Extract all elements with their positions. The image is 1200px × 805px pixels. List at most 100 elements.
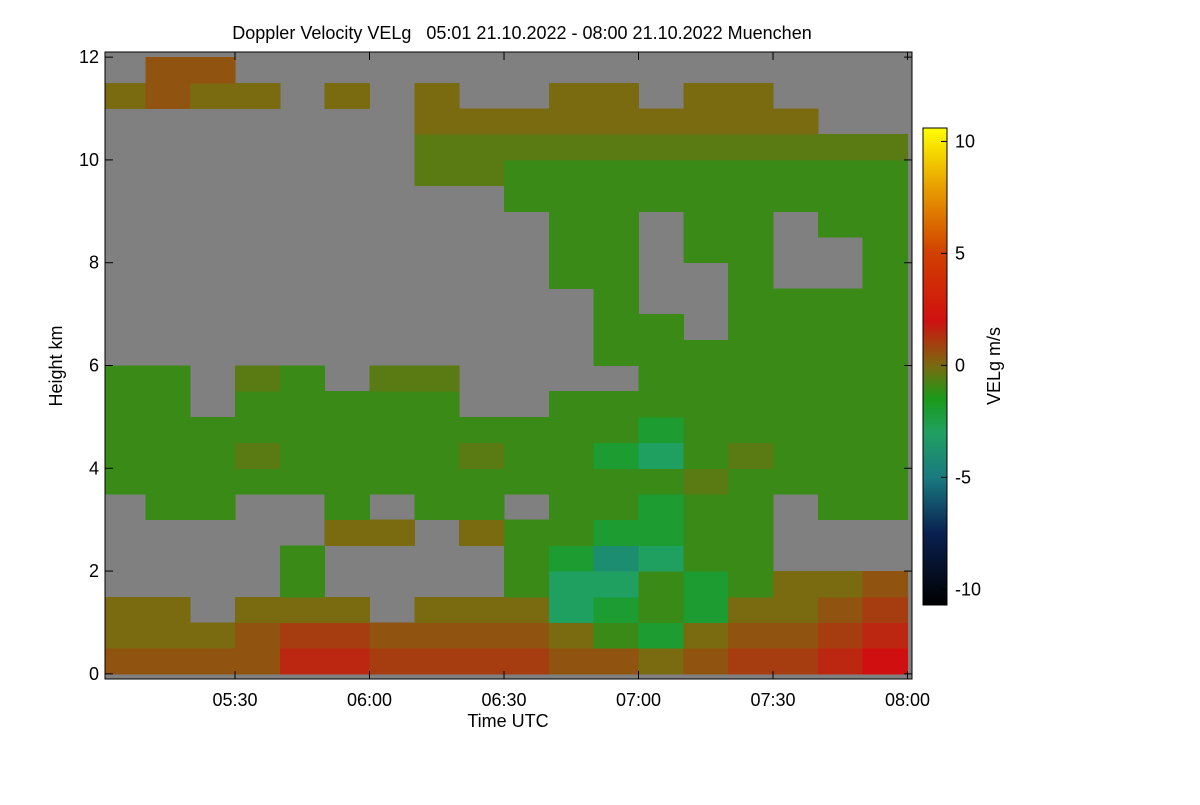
velocity-cell [459, 468, 505, 495]
velocity-cell [593, 391, 640, 418]
velocity-cell [235, 468, 281, 495]
colorbar-tick-label: 0 [955, 355, 965, 375]
y-axis-label: Height km [46, 325, 66, 406]
velocity-cell [638, 339, 684, 366]
velocity-cell [235, 365, 281, 392]
velocity-cell [683, 108, 729, 135]
velocity-cell [683, 648, 729, 675]
velocity-cell [593, 237, 640, 264]
velocity-cell [728, 262, 774, 289]
velocity-cell [773, 442, 819, 469]
velocity-cell [728, 596, 774, 623]
velocity-cell [817, 622, 864, 649]
velocity-cell [324, 391, 371, 418]
velocity-cell [105, 468, 146, 495]
velocity-cell [593, 314, 640, 341]
velocity-cell [773, 571, 819, 598]
velocity-cell [862, 571, 909, 598]
velocity-cell [369, 468, 415, 495]
velocity-cell [548, 545, 595, 572]
velocity-cell [459, 108, 505, 135]
velocity-cell [817, 468, 864, 495]
velocity-cell [105, 391, 146, 418]
velocity-cell [862, 596, 909, 623]
velocity-cell [773, 391, 819, 418]
velocity-cell [638, 545, 684, 572]
velocity-cell [548, 237, 595, 264]
velocity-cell [414, 596, 460, 623]
velocity-cell [145, 442, 191, 469]
velocity-cell [459, 416, 505, 444]
velocity-cell [683, 134, 729, 161]
velocity-cell [593, 211, 640, 238]
velocity-cell [862, 442, 909, 469]
velocity-cell [638, 571, 684, 598]
velocity-cell [504, 134, 550, 161]
velocity-cell [862, 211, 909, 238]
velocity-cell [593, 545, 640, 572]
velocity-cell [728, 108, 774, 135]
velocity-cell [548, 185, 595, 212]
velocity-cell [862, 314, 909, 341]
velocity-cell [862, 288, 909, 315]
velocity-cell [459, 134, 505, 161]
velocity-cell [324, 596, 371, 623]
velocity-cell [638, 108, 684, 135]
velocity-cell [414, 468, 460, 495]
velocity-cell [773, 159, 819, 187]
velocity-cell [773, 622, 819, 649]
velocity-cell [548, 108, 595, 135]
velocity-cell [459, 493, 505, 521]
velocity-cell [548, 159, 595, 187]
velocity-cell [773, 468, 819, 495]
velocity-cell [324, 622, 371, 649]
velocity-cell [638, 596, 684, 623]
x-tick-label: 06:30 [481, 690, 526, 710]
velocity-cell [145, 57, 191, 84]
velocity-cell [145, 596, 191, 623]
velocity-cell [279, 571, 326, 598]
velocity-cell [414, 108, 460, 135]
velocity-cell [593, 571, 640, 598]
velocity-cell [369, 622, 415, 649]
velocity-cell [773, 108, 819, 135]
velocity-cell [105, 82, 146, 110]
velocity-cell [548, 596, 595, 623]
velocity-cell [638, 416, 684, 444]
velocity-cell [279, 622, 326, 649]
velocity-cell [324, 493, 371, 521]
velocity-cell [593, 288, 640, 315]
velocity-cell [817, 288, 864, 315]
velocity-cell [459, 519, 505, 546]
velocity-cell [728, 82, 774, 110]
velocity-cell [593, 596, 640, 623]
velocity-cell [593, 442, 640, 469]
velocity-cell [728, 442, 774, 469]
velocity-cell [504, 185, 550, 212]
velocity-cell [459, 442, 505, 469]
velocity-cell [817, 159, 864, 187]
velocity-cell [683, 237, 729, 264]
velocity-cell [105, 596, 146, 623]
velocity-cell [190, 493, 236, 521]
velocity-cell [683, 185, 729, 212]
velocity-cell [862, 237, 909, 264]
velocity-cell [504, 648, 550, 675]
velocity-cell [504, 442, 550, 469]
velocity-cell [145, 82, 191, 110]
velocity-cell [638, 391, 684, 418]
velocity-cell [862, 159, 909, 187]
velocity-cell [369, 416, 415, 444]
velocity-cell [728, 648, 774, 675]
colorbar-tick-label: -5 [955, 467, 971, 487]
velocity-cell [817, 211, 864, 238]
velocity-cell [593, 468, 640, 495]
velocity-cell [683, 545, 729, 572]
velocity-cell [105, 622, 146, 649]
velocity-cell [683, 391, 729, 418]
x-axis-label: Time UTC [467, 711, 548, 731]
velocity-cell [683, 571, 729, 598]
velocity-cell [593, 648, 640, 675]
velocity-cell [548, 211, 595, 238]
